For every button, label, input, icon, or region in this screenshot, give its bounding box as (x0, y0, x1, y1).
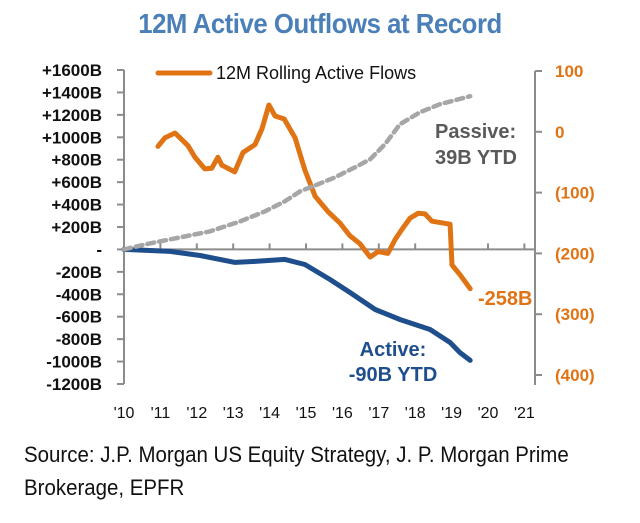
right-axis-tick-label: 100 (555, 62, 583, 81)
x-axis-tick-label: '10 (114, 405, 135, 422)
left-axis-tick-label: +1000B (42, 128, 102, 147)
x-axis-tick-label: '21 (514, 405, 535, 422)
left-axis-tick-label: +1200B (42, 106, 102, 125)
left-axis-tick-label: -1000B (46, 353, 102, 372)
x-axis-tick-label: '12 (186, 405, 207, 422)
x-axis-tick-label: '14 (259, 405, 280, 422)
axes: +1600B +1400B +1200B +1000B +800B +600B +400B +… (42, 61, 595, 422)
left-axis-tick-label: -800B (56, 330, 102, 349)
annotation-active: -90B YTD (349, 364, 438, 386)
labels-layer: 12M Rolling Active Flows Passive: 39B YTD A… (155, 63, 532, 386)
x-axis-tick-label: '20 (478, 405, 499, 422)
chart: +1600B +1400B +1200B +1000B +800B +600B +400B +… (42, 61, 595, 422)
x-axis-tick-label: '17 (368, 405, 389, 422)
right-axis-tick-label: (400) (555, 366, 595, 385)
legend-label-rolling-active: 12M Rolling Active Flows (216, 63, 416, 83)
x-axis-tick-label: '15 (296, 405, 317, 422)
left-axis-tick-label: -600B (56, 308, 102, 327)
left-axis-tick-label: +600B (51, 173, 102, 192)
x-axis-tick-label: '16 (332, 405, 353, 422)
series-layer (121, 93, 473, 363)
left-axis-tick-label: +1600B (42, 61, 102, 80)
annotation-passive: Passive: (435, 121, 516, 143)
x-axis-tick-label: '18 (405, 405, 426, 422)
annotation-active: Active: (360, 339, 427, 361)
right-axis-tick-label: (300) (555, 305, 595, 324)
left-axis-tick-label: +400B (51, 196, 102, 215)
series-rolling-active-line (155, 102, 473, 292)
left-axis-tick-label: -1200B (46, 375, 102, 394)
right-axis-tick-label: (100) (555, 184, 595, 203)
left-axis-tick-label: - (96, 240, 102, 259)
annotation-passive: 39B YTD (435, 147, 517, 169)
series-passive-line (121, 93, 473, 252)
x-axis-tick-label: '13 (223, 405, 244, 422)
series-active-line (121, 246, 473, 363)
annotation-rolling-active-last: -258B (478, 288, 532, 310)
left-axis-tick-label: +800B (51, 151, 102, 170)
left-axis-tick-label: +200B (51, 218, 102, 237)
x-axis-tick-label: '19 (441, 405, 462, 422)
right-axis-tick-label: (200) (555, 244, 595, 263)
left-axis-tick-label: +1400B (42, 83, 102, 102)
left-axis-tick-label: -200B (56, 263, 102, 282)
chart-title: 12M Active Outflows at Record (138, 8, 502, 39)
source-note: Source: J.P. Morgan US Equity Strategy, … (24, 442, 569, 500)
right-axis-tick-label: 0 (555, 123, 564, 142)
left-axis-tick-label: -400B (56, 285, 102, 304)
x-axis-tick-label: '11 (151, 405, 171, 422)
